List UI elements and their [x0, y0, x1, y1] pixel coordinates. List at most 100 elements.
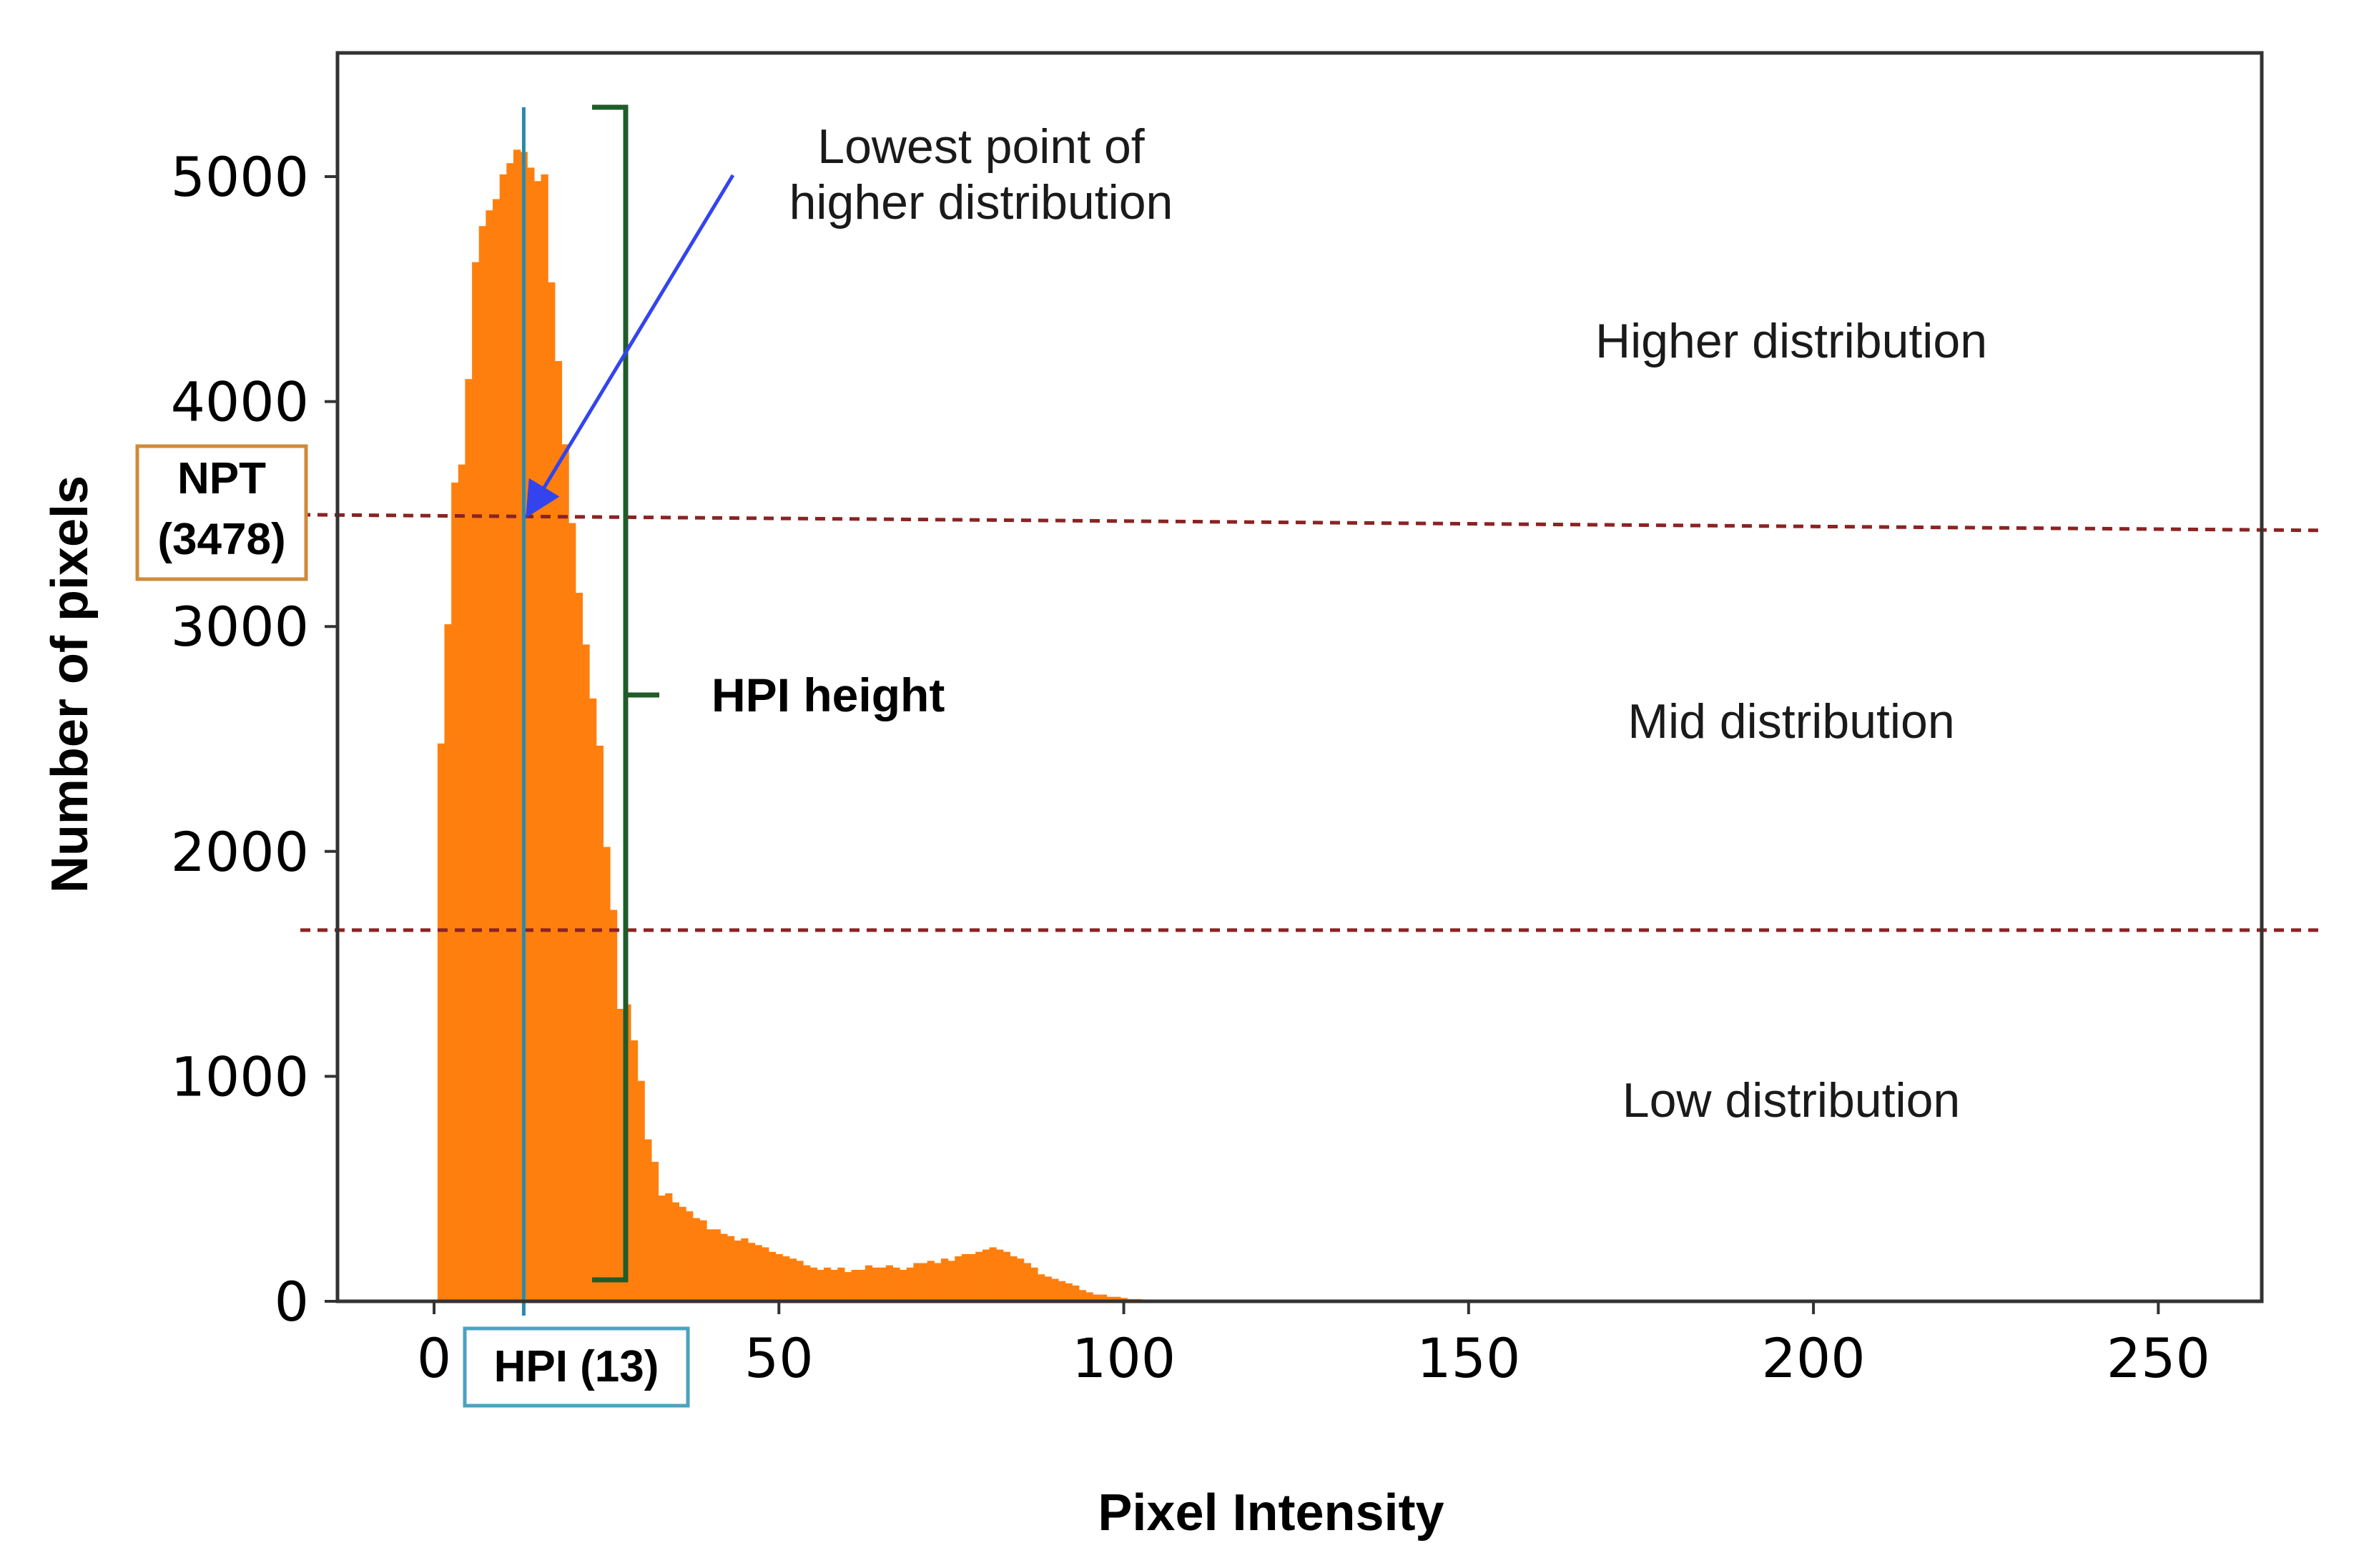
npt-box: [135, 444, 308, 581]
histogram-bar: [851, 1269, 859, 1301]
histogram-bar: [858, 1269, 866, 1301]
low-distribution-label: Low distribution: [1622, 1073, 1960, 1128]
y-tick-label: 0: [275, 1270, 309, 1333]
histogram-bar: [506, 163, 514, 1301]
npt-label: NPT: [177, 454, 266, 503]
histogram-bar: [996, 1249, 1004, 1301]
histogram-bar: [1093, 1294, 1100, 1301]
x-tick-label: 200: [1762, 1326, 1866, 1390]
y-tick-label: 4000: [171, 370, 309, 434]
histogram-bar: [692, 1218, 700, 1301]
histogram-bar: [796, 1261, 804, 1301]
histogram-bar: [1113, 1296, 1121, 1301]
histogram-bar: [637, 1080, 645, 1301]
histogram-bar: [844, 1272, 852, 1301]
x-tick-label: 0: [417, 1326, 451, 1390]
histogram-bar: [872, 1267, 880, 1301]
histogram-bar: [934, 1263, 942, 1301]
histogram-bar: [961, 1253, 970, 1301]
histogram-bar: [1099, 1294, 1108, 1301]
histogram-bar: [616, 1009, 624, 1301]
histogram-bar: [747, 1243, 756, 1301]
histogram-bar: [630, 1040, 639, 1301]
histogram-bar: [823, 1267, 832, 1301]
histogram-bar: [754, 1245, 762, 1301]
x-axis-ticks: 0 50 100 150 200 250: [417, 1301, 2210, 1390]
histogram-bar: [1003, 1251, 1011, 1301]
histogram-bar: [940, 1258, 949, 1301]
x-tick-label: 100: [1072, 1326, 1176, 1390]
histogram-bar: [533, 181, 542, 1301]
histogram-bar: [879, 1267, 887, 1301]
histogram-bar: [1085, 1292, 1093, 1301]
histogram-bar: [968, 1253, 976, 1301]
histogram-bar: [865, 1265, 873, 1301]
histogram-bar: [679, 1206, 686, 1301]
npt-value-label: (3478): [157, 515, 285, 564]
histogram-bar: [603, 847, 611, 1301]
y-axis-ticks: 0 1000 2000 3000 4000 5000: [171, 145, 338, 1333]
histogram-bar: [472, 262, 480, 1301]
histogram-bar: [1023, 1263, 1031, 1301]
histogram-bar: [582, 644, 590, 1301]
histogram-bar: [527, 167, 535, 1302]
histogram-bar: [493, 199, 501, 1301]
histogram-bar: [568, 523, 576, 1301]
histogram-bar: [720, 1233, 728, 1301]
histogram-bar: [478, 226, 486, 1301]
histogram-bar: [900, 1269, 907, 1301]
lowest-point-arrow: [526, 174, 735, 518]
histogram-bar: [989, 1247, 997, 1301]
callout-text-line2: higher distribution: [789, 175, 1173, 230]
y-tick-label: 1000: [171, 1045, 309, 1108]
hpi-height-label: HPI height: [711, 669, 945, 721]
x-axis-title: Pixel Intensity: [1098, 1484, 1444, 1542]
histogram-bar: [1106, 1296, 1114, 1301]
histogram-bar: [686, 1211, 694, 1301]
histogram-bar: [782, 1256, 790, 1301]
histogram-bar: [465, 379, 473, 1302]
callout-text-line1: Lowest point of: [817, 119, 1145, 174]
histogram-bar: [541, 174, 548, 1301]
histogram-bar: [713, 1229, 721, 1301]
histogram-bar: [1051, 1278, 1059, 1301]
histogram-bar: [809, 1267, 817, 1301]
x-tick-label: 50: [744, 1326, 814, 1390]
histogram-bar: [548, 282, 556, 1301]
higher-distribution-label: Higher distribution: [1595, 314, 1987, 368]
histogram-bar: [727, 1236, 735, 1301]
histogram-bar: [1058, 1281, 1066, 1301]
npt-threshold-line: [300, 513, 2325, 533]
y-tick-label: 3000: [171, 595, 309, 659]
histogram-bar: [1072, 1285, 1080, 1301]
histogram-bar: [651, 1161, 659, 1301]
histogram-bar: [486, 210, 493, 1302]
histogram-bar: [658, 1195, 666, 1301]
histogram-bar: [706, 1229, 714, 1301]
histogram-bar: [955, 1256, 962, 1301]
histogram-bar: [1030, 1267, 1038, 1301]
histogram-bar: [499, 174, 507, 1301]
histogram-bar: [913, 1263, 921, 1301]
histogram-bar: [644, 1139, 652, 1301]
plot-frame: [335, 51, 2264, 1303]
y-tick-label: 5000: [171, 145, 309, 209]
histogram-bar: [609, 909, 618, 1301]
histogram-bar: [789, 1258, 797, 1301]
histogram-bar: [596, 745, 604, 1301]
histogram-bar: [920, 1263, 928, 1301]
histogram-bar: [762, 1247, 769, 1301]
histogram-bar: [975, 1251, 983, 1301]
histogram-bar: [803, 1265, 811, 1301]
histogram-bar: [1010, 1256, 1018, 1301]
histogram-bar: [768, 1251, 777, 1301]
histogram-bar: [734, 1241, 742, 1301]
histogram-bar: [906, 1267, 914, 1301]
histogram-bar: [892, 1267, 900, 1301]
histogram-bar: [451, 482, 459, 1301]
histogram-bars: [437, 149, 1211, 1302]
histogram-bar: [589, 698, 597, 1301]
mid-distribution-label: Mid distribution: [1627, 694, 1954, 749]
histogram-bar: [1044, 1276, 1052, 1301]
